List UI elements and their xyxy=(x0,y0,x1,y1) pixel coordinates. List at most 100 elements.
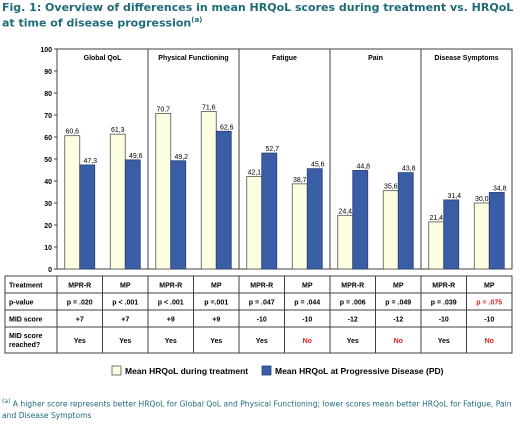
data-label-during-treatment: 30,0 xyxy=(475,196,489,203)
footnote-marker: (a) xyxy=(2,398,11,405)
table-cell-mid-reached: Yes xyxy=(256,338,268,345)
table-cell-mid-score: +9 xyxy=(212,317,220,324)
bar-during-treatment xyxy=(291,183,308,270)
table-row-label: reached? xyxy=(9,342,40,349)
table-cell-p-value: p = .020 xyxy=(67,300,93,307)
data-label-during-treatment: 42,1 xyxy=(247,169,261,176)
bar-during-treatment xyxy=(428,221,445,270)
table-cell-p-value: p < .001 xyxy=(158,300,184,307)
bar-progressive-disease xyxy=(488,192,505,270)
data-label-progressive-disease: 44,8 xyxy=(356,163,370,170)
bar-during-treatment xyxy=(473,202,490,270)
bar-during-treatment xyxy=(200,111,217,270)
table-cell-treatment: MP xyxy=(393,283,404,290)
table-cell-mid-reached: No xyxy=(394,338,403,345)
bar-during-treatment xyxy=(246,175,263,270)
bar-progressive-disease xyxy=(352,170,369,270)
table-row-label: MID score xyxy=(9,333,43,340)
table-cell-treatment: MPR-R xyxy=(432,283,455,290)
legend-label-progressive-disease: Mean HRQoL at Progressive Disease (PD) xyxy=(275,366,444,376)
table-cell-mid-reached: Yes xyxy=(165,338,177,345)
table-cell-treatment: MP xyxy=(484,283,495,290)
table-row-label: MID score xyxy=(9,317,43,324)
data-label-during-treatment: 70,7 xyxy=(156,106,170,113)
table-cell-treatment: MP xyxy=(120,283,131,290)
table-cell-mid-reached: Yes xyxy=(438,338,450,345)
y-tick-label: 60 xyxy=(44,135,52,142)
data-label-progressive-disease: 43,8 xyxy=(402,166,416,173)
table-cell-treatment: MP xyxy=(211,283,222,290)
y-tick-label: 70 xyxy=(44,113,52,120)
bar-progressive-disease xyxy=(306,168,323,270)
data-label-during-treatment: 60,6 xyxy=(65,129,79,136)
y-tick-label: 20 xyxy=(44,223,52,230)
table-cell-mid-reached: Yes xyxy=(347,338,359,345)
y-tick-label: 50 xyxy=(44,157,52,164)
table-cell-p-value: p = .006 xyxy=(340,300,366,307)
data-label-during-treatment: 71,6 xyxy=(202,104,216,111)
table-cell-p-value: p = .047 xyxy=(249,300,275,307)
table-cell-p-value: p = .075 xyxy=(476,300,502,307)
data-label-progressive-disease: 45,6 xyxy=(311,162,325,169)
table-cell-mid-score: -12 xyxy=(348,317,358,324)
y-tick-label: 90 xyxy=(44,69,52,76)
figure-title: Fig. 1: Overview of differences in mean … xyxy=(2,1,518,30)
legend-swatch-progressive-disease xyxy=(261,365,272,376)
legend-label-during-treatment: Mean HRQoL during treatment xyxy=(125,366,248,376)
table-row-label: p-value xyxy=(9,300,34,307)
data-label-during-treatment: 24,4 xyxy=(338,208,352,215)
table-cell-p-value: p = .049 xyxy=(385,300,411,307)
bar-progressive-disease xyxy=(397,172,414,270)
figure-title-text: Fig. 1: Overview of differences in mean … xyxy=(2,1,514,30)
table-cell-p-value: p = .039 xyxy=(431,300,457,307)
table-cell-treatment: MPR-R xyxy=(341,283,364,290)
data-label-during-treatment: 38,7 xyxy=(293,177,307,184)
table-row-label: Treatment xyxy=(9,283,43,290)
table-cell-mid-score: -10 xyxy=(257,317,267,324)
data-label-progressive-disease: 49,2 xyxy=(174,154,188,161)
table-cell-mid-score: +7 xyxy=(121,317,129,324)
data-label-during-treatment: 21,4 xyxy=(429,215,443,222)
table-cell-treatment: MPR-R xyxy=(159,283,182,290)
table-cell-treatment: MP xyxy=(302,283,313,290)
bar-during-treatment xyxy=(64,135,81,270)
y-tick-label: 40 xyxy=(44,179,52,186)
table-cell-treatment: MPR-R xyxy=(250,283,273,290)
data-label-during-treatment: 35,6 xyxy=(384,184,398,191)
table-cell-mid-score: +7 xyxy=(76,317,84,324)
y-tick-label: 10 xyxy=(44,245,52,252)
group-title: Global QoL xyxy=(84,55,122,62)
group-title: Disease Symptoms xyxy=(434,55,498,62)
table-cell-mid-score: -10 xyxy=(484,317,494,324)
data-label-progressive-disease: 47,3 xyxy=(83,158,97,165)
footnote-text: A higher score represents better HRQoL f… xyxy=(2,399,512,420)
table-cell-p-value: p < .001 xyxy=(112,300,138,307)
table-cell-p-value: p =.001 xyxy=(204,300,228,307)
table-cell-mid-reached: Yes xyxy=(119,338,131,345)
data-label-progressive-disease: 62,6 xyxy=(220,124,234,131)
y-tick-label: 100 xyxy=(40,47,52,54)
table-cell-p-value: p = .044 xyxy=(294,300,320,307)
table-cell-mid-score: -10 xyxy=(439,317,449,324)
table-cell-mid-reached: No xyxy=(303,338,312,345)
group-title: Fatigue xyxy=(272,55,297,62)
bar-progressive-disease xyxy=(215,130,232,270)
group-title: Physical Functioning xyxy=(158,55,228,62)
y-tick-label: 80 xyxy=(44,91,52,98)
figure-title-footnote-marker: (a) xyxy=(191,16,203,24)
table-cell-mid-reached: Yes xyxy=(74,338,86,345)
data-label-progressive-disease: 31,4 xyxy=(447,193,461,200)
table-frame xyxy=(4,275,513,354)
group-title: Pain xyxy=(368,55,383,62)
table-cell-mid-score: -12 xyxy=(393,317,403,324)
bar-during-treatment xyxy=(109,133,126,270)
bar-during-treatment xyxy=(382,190,399,270)
data-label-during-treatment: 61,3 xyxy=(111,127,125,134)
legend-swatch-during-treatment xyxy=(111,365,122,376)
bar-progressive-disease xyxy=(443,199,460,270)
bar-progressive-disease xyxy=(261,152,278,270)
bar-during-treatment xyxy=(337,214,354,270)
table-cell-mid-reached: Yes xyxy=(210,338,222,345)
y-tick-label: 0 xyxy=(48,267,52,274)
